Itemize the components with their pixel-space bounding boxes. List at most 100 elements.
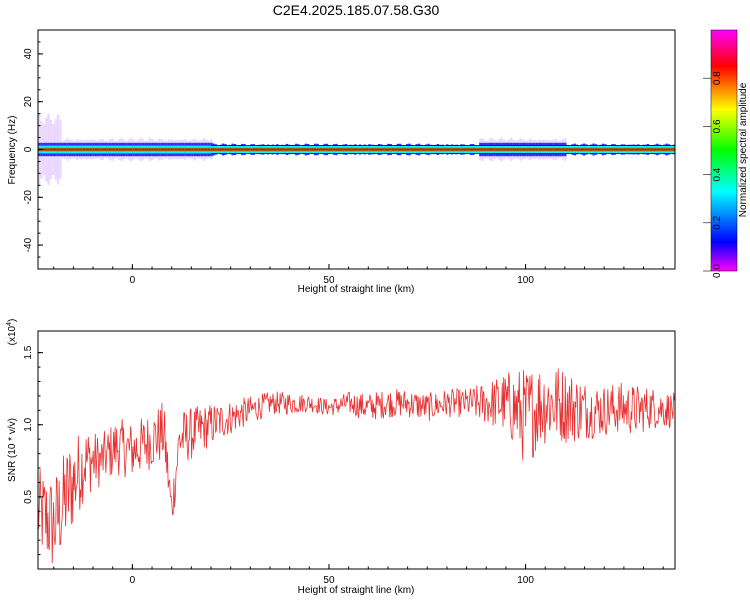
heat-cell bbox=[361, 148, 364, 151]
heat-cell bbox=[658, 148, 661, 151]
heat-cell bbox=[78, 148, 81, 151]
colorbar: 0.0 0.2 0.4 0.6 0.8 Normalized spectral ampl… bbox=[703, 29, 749, 278]
heat-cell bbox=[429, 148, 432, 151]
snr-y-multiplier: (x104) bbox=[6, 319, 18, 346]
heat-cell bbox=[99, 148, 102, 151]
heat-cell bbox=[196, 148, 199, 151]
heat-cell bbox=[42, 148, 46, 151]
heat-cell bbox=[526, 148, 529, 151]
heat-cell bbox=[483, 148, 487, 151]
heat-cell bbox=[236, 148, 239, 151]
heat-cell bbox=[297, 148, 300, 151]
heat-cell bbox=[181, 148, 185, 151]
heat-cell bbox=[538, 148, 541, 151]
heat-cell bbox=[410, 148, 414, 151]
heat-cell bbox=[500, 148, 503, 151]
heat-cell bbox=[347, 148, 350, 151]
heat-cell bbox=[649, 148, 652, 151]
heat-cell bbox=[59, 148, 62, 151]
heat-cell bbox=[243, 148, 246, 151]
heat-cell bbox=[165, 148, 168, 151]
heat-cell bbox=[45, 148, 48, 151]
heat-cell bbox=[663, 148, 666, 151]
heat-cell bbox=[266, 148, 270, 151]
heat-cell bbox=[365, 148, 369, 151]
heat-cell bbox=[389, 148, 392, 151]
spectrogram-ylabel: Frequency (Hz) bbox=[7, 116, 18, 185]
heat-cell bbox=[618, 148, 621, 151]
heat-cell bbox=[276, 148, 279, 151]
heat-cell bbox=[198, 148, 201, 151]
heat-cell bbox=[281, 148, 284, 151]
heat-cell bbox=[422, 148, 425, 151]
heat-cell bbox=[66, 148, 69, 151]
heat-cell bbox=[339, 148, 343, 151]
heat-cell bbox=[606, 148, 609, 151]
heat-cell bbox=[436, 148, 440, 151]
heat-cell bbox=[141, 148, 145, 151]
heat-cell bbox=[262, 148, 265, 151]
spectrogram-ytick-label: 40 bbox=[23, 48, 34, 60]
heat-cell bbox=[160, 148, 164, 151]
spectrogram-panel: 0 50 100 -40 -20 0 20 40 Height of straight lin… bbox=[7, 29, 676, 295]
heat-cell bbox=[177, 148, 180, 151]
heat-cell bbox=[113, 148, 116, 151]
heat-cell bbox=[519, 148, 522, 151]
heat-cell bbox=[94, 148, 97, 151]
heat-cell bbox=[582, 148, 586, 151]
heat-cell bbox=[573, 148, 576, 151]
heat-cell bbox=[120, 148, 123, 151]
snr-xtick-label: 0 bbox=[130, 575, 136, 586]
heat-cell bbox=[455, 148, 458, 151]
heat-cell bbox=[604, 148, 607, 151]
heat-cell bbox=[637, 148, 640, 151]
heat-cell bbox=[542, 148, 546, 151]
heat-cell bbox=[231, 148, 234, 151]
heat-cell bbox=[601, 148, 605, 151]
colorbar-tick-label: 0.8 bbox=[712, 71, 723, 85]
heat-cell bbox=[599, 148, 602, 151]
heat-cell bbox=[285, 148, 289, 151]
heat-cell bbox=[155, 148, 159, 151]
colorbar-label: Normalized spectral amplitude bbox=[738, 82, 749, 217]
heat-cell bbox=[82, 148, 86, 151]
heat-cell bbox=[611, 148, 614, 151]
heat-cell bbox=[462, 148, 466, 151]
heat-cell bbox=[420, 148, 423, 151]
heat-cell bbox=[375, 148, 378, 151]
heat-cell bbox=[474, 148, 477, 151]
heat-cell bbox=[502, 148, 506, 151]
heat-cell bbox=[122, 148, 126, 151]
heat-cell bbox=[594, 148, 598, 151]
heat-cell bbox=[549, 148, 553, 151]
heat-cell bbox=[524, 148, 527, 151]
heat-cell bbox=[170, 148, 173, 151]
heat-cell bbox=[73, 148, 76, 151]
heat-cell bbox=[540, 148, 543, 151]
heat-cell bbox=[132, 148, 135, 151]
heat-cell bbox=[505, 148, 508, 151]
heat-cell bbox=[63, 148, 67, 151]
heat-cell bbox=[453, 148, 456, 151]
heat-cell bbox=[219, 148, 223, 151]
heat-cell bbox=[271, 148, 274, 151]
heat-cell bbox=[321, 148, 324, 151]
heat-cell bbox=[203, 148, 206, 151]
heat-cell bbox=[528, 148, 532, 151]
heat-cell bbox=[575, 148, 579, 151]
heat-cell bbox=[210, 148, 213, 151]
heat-cell bbox=[226, 148, 230, 151]
heat-cell bbox=[89, 148, 93, 151]
heat-cell bbox=[616, 148, 619, 151]
heat-cell bbox=[151, 148, 154, 151]
snr-frame bbox=[37, 330, 676, 570]
heat-cell bbox=[115, 148, 119, 151]
heat-cell bbox=[311, 148, 315, 151]
heat-cell bbox=[580, 148, 583, 151]
heat-cell bbox=[158, 148, 161, 151]
heat-cell bbox=[127, 148, 131, 151]
heat-cell bbox=[641, 148, 645, 151]
heat-cell bbox=[255, 148, 258, 151]
heat-cell bbox=[512, 148, 515, 151]
snr-xlabel: Height of straight line (km) bbox=[298, 585, 415, 596]
